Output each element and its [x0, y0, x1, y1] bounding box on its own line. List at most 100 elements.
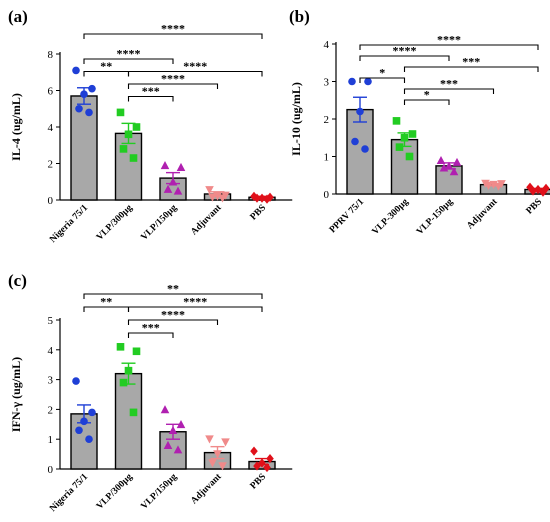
data-point	[160, 405, 170, 414]
significance-bracket	[127, 319, 219, 325]
y-tick-label: 5	[48, 315, 54, 327]
significance-label: ****	[161, 308, 185, 322]
data-point	[534, 184, 542, 195]
y-tick-label: 0	[48, 195, 54, 207]
data-point	[80, 90, 88, 98]
significance-label: ***	[142, 321, 160, 335]
significance-bracket	[359, 55, 450, 61]
significance-label: ****	[161, 72, 185, 86]
significance-label: **	[100, 59, 112, 73]
significance-bracket	[83, 58, 174, 64]
x-tick-label: PBS	[249, 472, 268, 491]
y-tick-label: 3	[48, 375, 54, 387]
significance-bracket	[403, 66, 539, 72]
data-point	[208, 193, 217, 202]
data-point	[449, 167, 459, 176]
significance-label: ***	[462, 55, 480, 69]
x-tick-label: Adjuvant	[189, 202, 224, 237]
significance-label: ****	[183, 295, 207, 309]
data-point	[129, 154, 138, 162]
data-point	[173, 186, 183, 195]
data-point	[221, 438, 230, 447]
data-point	[208, 459, 217, 468]
y-tick-label: 4	[48, 345, 54, 357]
data-point	[356, 107, 364, 116]
data-point	[263, 194, 271, 204]
data-point	[392, 117, 401, 125]
data-point	[484, 181, 493, 191]
significance-bracket	[83, 33, 263, 39]
data-point	[213, 450, 222, 459]
significance-label: ***	[440, 77, 458, 91]
data-point	[132, 123, 141, 131]
panel-label: (c)	[8, 271, 27, 290]
x-tick-label: PBS	[249, 203, 268, 222]
data-point	[408, 130, 417, 138]
data-point	[400, 133, 409, 142]
data-point	[132, 347, 141, 356]
panel-label: (a)	[8, 7, 28, 26]
data-point	[526, 182, 534, 192]
x-tick-label: PBS	[525, 197, 544, 216]
x-tick-label: Adjuvant	[189, 471, 224, 506]
x-tick-label: VLP-300µg	[371, 197, 411, 237]
y-tick-label: 8	[48, 49, 54, 61]
y-tick-label: 6	[48, 86, 54, 98]
data-point	[85, 435, 93, 444]
y-axis-label: IL-10 (ug/mL)	[289, 82, 303, 156]
data-point	[263, 462, 271, 473]
data-point	[80, 417, 88, 426]
y-tick-label: 2	[324, 114, 330, 126]
data-point	[88, 84, 96, 93]
data-point	[85, 108, 93, 117]
data-point	[529, 186, 537, 196]
significance-label: *	[424, 88, 430, 102]
significance-bracket	[127, 95, 174, 102]
data-point	[542, 183, 550, 193]
data-point	[119, 145, 128, 153]
significance-bracket	[403, 99, 450, 105]
significance-bracket	[359, 77, 406, 83]
y-tick-label: 1	[324, 152, 330, 164]
data-point	[405, 152, 414, 161]
data-point	[176, 162, 186, 171]
significance-bracket	[127, 83, 219, 89]
data-point	[539, 187, 547, 197]
bar	[435, 165, 463, 195]
data-point	[116, 108, 125, 117]
significance-label: **	[167, 282, 179, 296]
data-point	[173, 445, 183, 454]
bar	[70, 95, 98, 201]
data-point	[258, 193, 266, 203]
x-tick-label: Adjuvant	[465, 196, 500, 231]
significance-bracket	[127, 70, 263, 77]
y-tick-label: 2	[48, 159, 54, 171]
y-axis-label: IL-4 (ug/mL)	[9, 93, 23, 161]
data-point	[75, 104, 83, 113]
data-point	[205, 186, 214, 195]
data-point	[444, 161, 454, 170]
data-point	[124, 366, 133, 375]
data-point	[439, 163, 449, 172]
data-point	[72, 66, 80, 75]
x-tick-label: VLP/300µg	[95, 472, 135, 512]
data-point	[218, 194, 227, 203]
data-point	[163, 440, 173, 449]
data-point	[163, 184, 173, 193]
data-point	[253, 461, 261, 471]
significance-label: *	[379, 66, 385, 80]
data-point	[436, 155, 446, 165]
data-point	[75, 426, 83, 435]
significance-label: ****	[437, 33, 461, 47]
bar	[114, 372, 143, 470]
data-point	[266, 453, 274, 464]
data-point	[168, 177, 178, 186]
significance-bracket	[403, 88, 495, 94]
data-point	[351, 137, 359, 146]
data-point	[88, 408, 96, 417]
significance-bracket	[83, 293, 263, 299]
data-point	[253, 193, 261, 203]
x-tick-label: VLP/150µg	[139, 472, 179, 512]
data-point	[119, 378, 128, 387]
